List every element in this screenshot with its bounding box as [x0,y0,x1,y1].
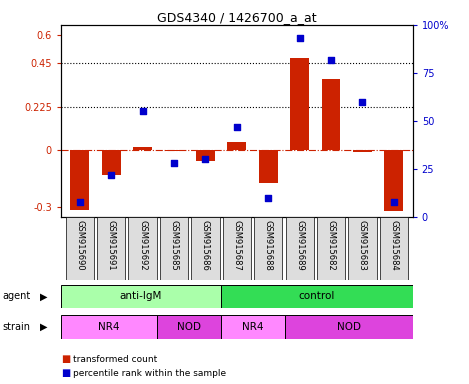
Text: GSM915687: GSM915687 [232,220,242,271]
Bar [157,315,221,339]
Bar [165,150,183,151]
Text: strain: strain [2,322,30,332]
Point [76,199,83,205]
Bar [70,150,89,210]
Text: anti-IgM: anti-IgM [120,291,162,301]
FancyBboxPatch shape [66,217,94,280]
Text: ■: ■ [61,368,70,378]
FancyBboxPatch shape [348,217,377,280]
Text: NR4: NR4 [98,322,120,332]
FancyBboxPatch shape [286,217,314,280]
Point [139,108,146,114]
Text: percentile rank within the sample: percentile rank within the sample [73,369,226,378]
Point [202,156,209,162]
Bar [61,285,221,308]
Point [107,172,115,178]
Point [170,160,178,166]
Text: control: control [299,291,335,301]
Text: GSM915691: GSM915691 [107,220,116,271]
Point [296,35,303,41]
Bar [290,58,309,150]
Text: GSM915688: GSM915688 [264,220,273,271]
Text: GSM915685: GSM915685 [169,220,179,271]
Text: NR4: NR4 [242,322,264,332]
FancyBboxPatch shape [160,217,188,280]
Text: GSM915689: GSM915689 [295,220,304,271]
Text: ▶: ▶ [40,322,47,332]
Point [390,199,398,205]
Text: ■: ■ [61,354,70,364]
Text: agent: agent [2,291,30,301]
Point [265,195,272,201]
Point [359,99,366,105]
FancyBboxPatch shape [223,217,251,280]
Bar [61,315,157,339]
Bar [102,150,121,175]
Text: ▶: ▶ [40,291,47,301]
Text: transformed count: transformed count [73,354,157,364]
Bar [259,150,278,184]
Bar [221,285,413,308]
Bar [385,150,403,211]
FancyBboxPatch shape [317,217,345,280]
Bar [196,150,215,161]
Bar [322,79,340,150]
FancyBboxPatch shape [97,217,125,280]
FancyBboxPatch shape [191,217,219,280]
Text: GSM915683: GSM915683 [358,220,367,271]
Bar [227,142,246,150]
Bar [133,147,152,150]
Point [327,56,335,63]
Text: GSM915682: GSM915682 [326,220,335,271]
Text: GSM915692: GSM915692 [138,220,147,271]
Title: GDS4340 / 1426700_a_at: GDS4340 / 1426700_a_at [157,11,317,24]
FancyBboxPatch shape [254,217,282,280]
Text: GSM915686: GSM915686 [201,220,210,271]
FancyBboxPatch shape [129,217,157,280]
Bar [221,315,285,339]
Bar [285,315,413,339]
Text: NOD: NOD [177,322,201,332]
Point [233,124,241,130]
Text: GSM915690: GSM915690 [76,220,84,271]
Text: NOD: NOD [337,322,361,332]
FancyBboxPatch shape [380,217,408,280]
Bar [353,150,372,152]
Text: GSM915684: GSM915684 [389,220,398,271]
